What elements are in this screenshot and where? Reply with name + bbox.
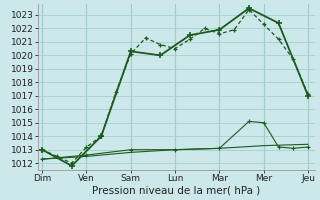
X-axis label: Pression niveau de la mer( hPa ): Pression niveau de la mer( hPa ) [92, 186, 261, 196]
